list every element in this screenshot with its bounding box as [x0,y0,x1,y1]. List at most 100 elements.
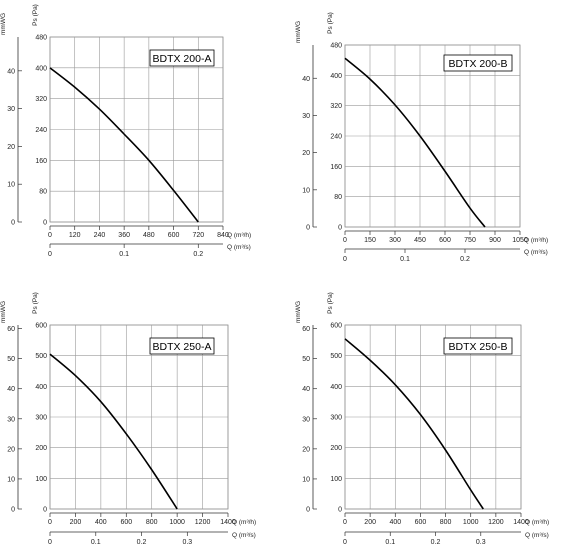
x-tick-label: 1000 [463,519,479,526]
x-tick-label: 200 [364,519,376,526]
x-axis-label: Q (m³/h) [524,237,548,244]
y2-tick-label: 10 [7,476,15,483]
y2-tick-label: 0 [306,507,310,514]
chart-title: BDTX 200-A [153,53,212,65]
x-tick-label: 1050 [512,237,528,244]
title-box [149,49,215,67]
performance-curve [344,338,484,510]
y-tick-label: 300 [330,415,342,422]
x-tick-label: 0 [343,237,347,244]
y-tick-label: 100 [35,476,47,483]
y-tick-label: 300 [35,415,47,422]
y2-tick-label: 40 [7,386,15,393]
y2-axis-label: mmWG [295,301,302,323]
y-tick-label: 500 [330,353,342,360]
y-tick-label: 240 [35,127,47,134]
x-tick-label: 0 [48,519,52,526]
y-tick-label: 160 [35,158,47,165]
performance-curve [49,353,178,510]
x-tick-label: 800 [146,519,158,526]
y-axis-label: Ps (Pa) [327,292,334,314]
y-tick-label: 240 [330,134,342,141]
x-tick-label: 1400 [513,519,529,526]
y2-tick-label: 20 [7,144,15,151]
x-tick-label: 900 [489,237,501,244]
x2-tick-label: 0.3 [476,539,486,546]
x-axis-label: Q (m³/h) [232,519,256,526]
x-tick-label: 300 [389,237,401,244]
y-tick-label: 0 [338,507,342,514]
y2-tick-label: 20 [7,446,15,453]
y-tick-label: 400 [35,384,47,391]
y2-tick-label: 10 [302,476,310,483]
performance-curve [49,67,199,223]
y-tick-label: 200 [35,445,47,452]
x-tick-label: 240 [94,232,106,239]
x-axis-label: Q (m³/h) [525,519,549,526]
x2-tick-label: 0 [48,251,52,258]
y-tick-label: 80 [39,189,47,196]
y-tick-label: 600 [330,323,342,330]
x-tick-label: 1200 [488,519,504,526]
y-tick-label: 0 [43,507,47,514]
y-axis-label: Ps (Pa) [32,4,39,26]
y-tick-label: 0 [338,225,342,232]
x-tick-label: 120 [69,232,81,239]
x2-tick-label: 0.2 [431,539,441,546]
performance-curve [344,57,486,228]
y-tick-label: 100 [330,476,342,483]
y2-tick-label: 40 [7,68,15,75]
x2-axis-label: Q (m³/s) [525,532,549,539]
x2-tick-label: 0.2 [460,256,470,263]
y2-tick-label: 30 [7,106,15,113]
y2-tick-label: 30 [7,416,15,423]
y2-tick-label: 60 [302,326,310,333]
y2-tick-label: 20 [302,446,310,453]
title-box [149,337,215,355]
y2-tick-label: 40 [302,76,310,83]
y2-tick-label: 10 [7,182,15,189]
x2-tick-label: 0.1 [400,256,410,263]
y-axis-label: Ps (Pa) [32,292,39,314]
x2-axis-label: Q (m³/s) [524,249,548,256]
x2-tick-label: 0.3 [182,539,192,546]
y-tick-label: 400 [330,73,342,80]
x2-tick-label: 0.2 [137,539,147,546]
y-tick-label: 160 [330,164,342,171]
x-tick-label: 1000 [169,519,185,526]
y-axis-label: Ps (Pa) [327,12,334,34]
chart-title: BDTX 250-A [153,341,212,353]
y-tick-label: 500 [35,353,47,360]
x2-tick-label: 0.2 [193,251,203,258]
x-tick-label: 360 [118,232,130,239]
y2-tick-label: 20 [302,150,310,157]
y-tick-label: 320 [330,103,342,110]
x2-tick-label: 0 [343,539,347,546]
y2-axis-label: mmWG [295,21,302,43]
chart-title: BDTX 250-B [449,341,508,353]
y-tick-label: 480 [35,35,47,42]
x2-tick-label: 0 [343,256,347,263]
x2-axis-label: Q (m³/s) [227,244,251,251]
title-box [443,54,513,72]
x-tick-label: 480 [143,232,155,239]
x-tick-label: 200 [70,519,82,526]
y-tick-label: 80 [334,194,342,201]
title-box [443,337,513,355]
y2-tick-label: 50 [7,356,15,363]
x-tick-label: 600 [415,519,427,526]
x-tick-label: 400 [389,519,401,526]
x2-tick-label: 0 [48,539,52,546]
y-tick-label: 480 [330,43,342,50]
x-axis-label: Q (m³/h) [227,232,251,239]
y-tick-label: 320 [35,96,47,103]
x-tick-label: 0 [48,232,52,239]
x2-tick-label: 0.1 [91,539,101,546]
y-tick-label: 200 [330,445,342,452]
y2-tick-label: 0 [306,225,310,232]
x-tick-label: 450 [414,237,426,244]
